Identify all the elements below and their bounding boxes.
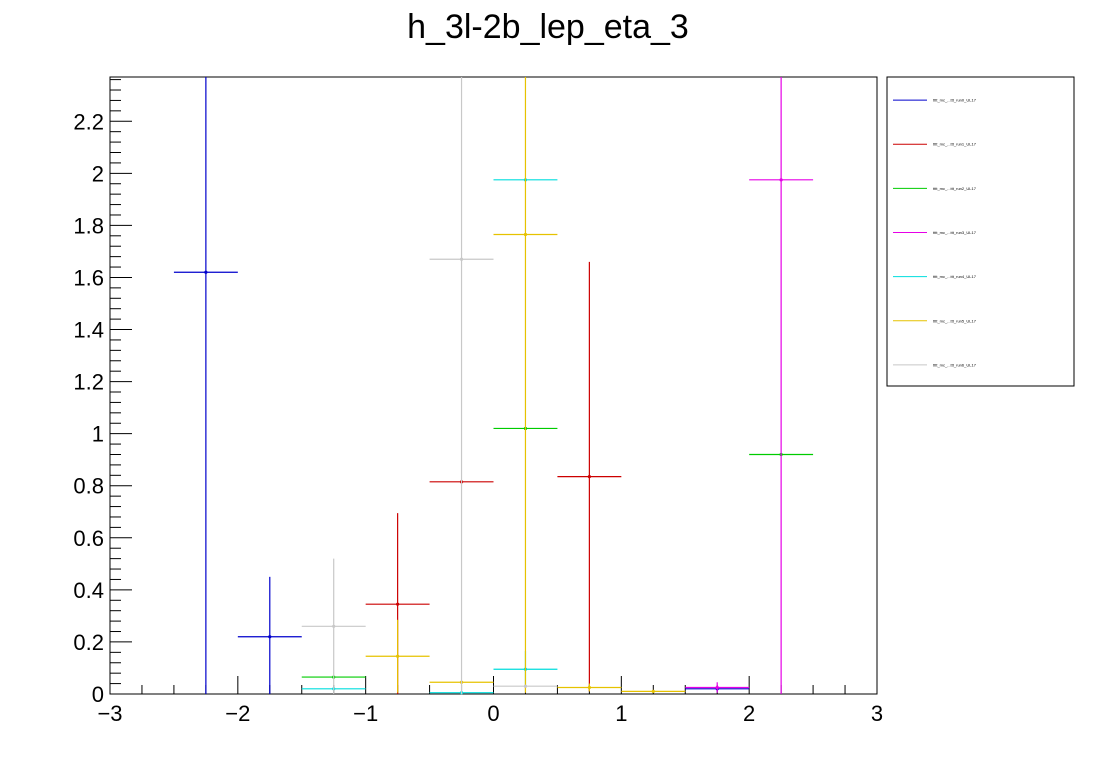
- legend: tttt_mc_...ttt_run0_UL17 tttt_mc_...ttt_r…: [886, 76, 1075, 387]
- y-tick-label: 2: [92, 161, 104, 186]
- x-tick-label: 2: [743, 701, 755, 726]
- series-3: [685, 77, 814, 694]
- series-0: [173, 77, 750, 694]
- x-tick-label: 0: [487, 701, 499, 726]
- data-point: [715, 685, 719, 690]
- x-tick-label: −3: [97, 701, 122, 726]
- plot-frame: [109, 76, 878, 695]
- data-point: [268, 635, 272, 639]
- legend-label: tttt_mc_...ttt_run4_UL17: [933, 274, 977, 279]
- x-tick-label: −1: [353, 701, 378, 726]
- series-1: [365, 261, 622, 694]
- data-point: [396, 602, 400, 606]
- data-point: [587, 475, 591, 479]
- data-point: [779, 178, 783, 182]
- y-tick-label: 1.4: [73, 318, 104, 343]
- data-point: [523, 684, 528, 688]
- legend-label: tttt_mc_...ttt_run2_UL17: [933, 186, 977, 191]
- x-tick-label: 1: [615, 701, 627, 726]
- series-5: [365, 77, 686, 693]
- series-6: [301, 77, 558, 694]
- chart-title: h_3l-2b_lep_eta_3: [407, 8, 689, 46]
- data-series: [173, 77, 814, 695]
- data-point: [332, 624, 336, 628]
- y-tick-label: 0: [92, 682, 104, 707]
- y-tick-label: 0.6: [73, 526, 104, 551]
- legend-label: tttt_mc_...ttt_run6_UL17: [933, 362, 977, 367]
- data-point: [459, 257, 464, 261]
- legend-box: [886, 76, 1075, 387]
- series-2: [301, 426, 814, 679]
- y-tick-label: 0.4: [73, 578, 104, 603]
- y-tick-label: 2.2: [73, 109, 104, 134]
- legend-label: tttt_mc_...ttt_run1_UL17: [933, 142, 977, 147]
- y-tick-label: 0.2: [73, 630, 104, 655]
- legend-label: tttt_mc_...ttt_run5_UL17: [933, 318, 977, 323]
- axes: −3 −2 −1 0 1 2 3 0 0.2 0.4 0.6 0.8 1 1.2 1.4 1.6 1.8 2 2.2: [73, 76, 883, 726]
- y-tick-label: 1: [92, 422, 104, 447]
- series-4: [301, 178, 558, 695]
- y-tick-label: 1.2: [73, 370, 104, 395]
- data-point: [204, 270, 208, 274]
- y-tick-label: 1.8: [73, 213, 104, 238]
- legend-label: tttt_mc_...ttt_run0_UL17: [933, 98, 977, 103]
- data-point: [523, 232, 528, 237]
- data-point: [587, 685, 591, 690]
- y-tick-label: 0.8: [73, 474, 104, 499]
- x-tick-label: 3: [871, 701, 883, 726]
- y-tick-label: 1.6: [73, 265, 104, 290]
- legend-label: tttt_mc_...ttt_run3_UL17: [933, 230, 977, 235]
- data-point: [651, 689, 655, 693]
- data-point: [396, 654, 400, 658]
- x-tick-label: −2: [225, 701, 250, 726]
